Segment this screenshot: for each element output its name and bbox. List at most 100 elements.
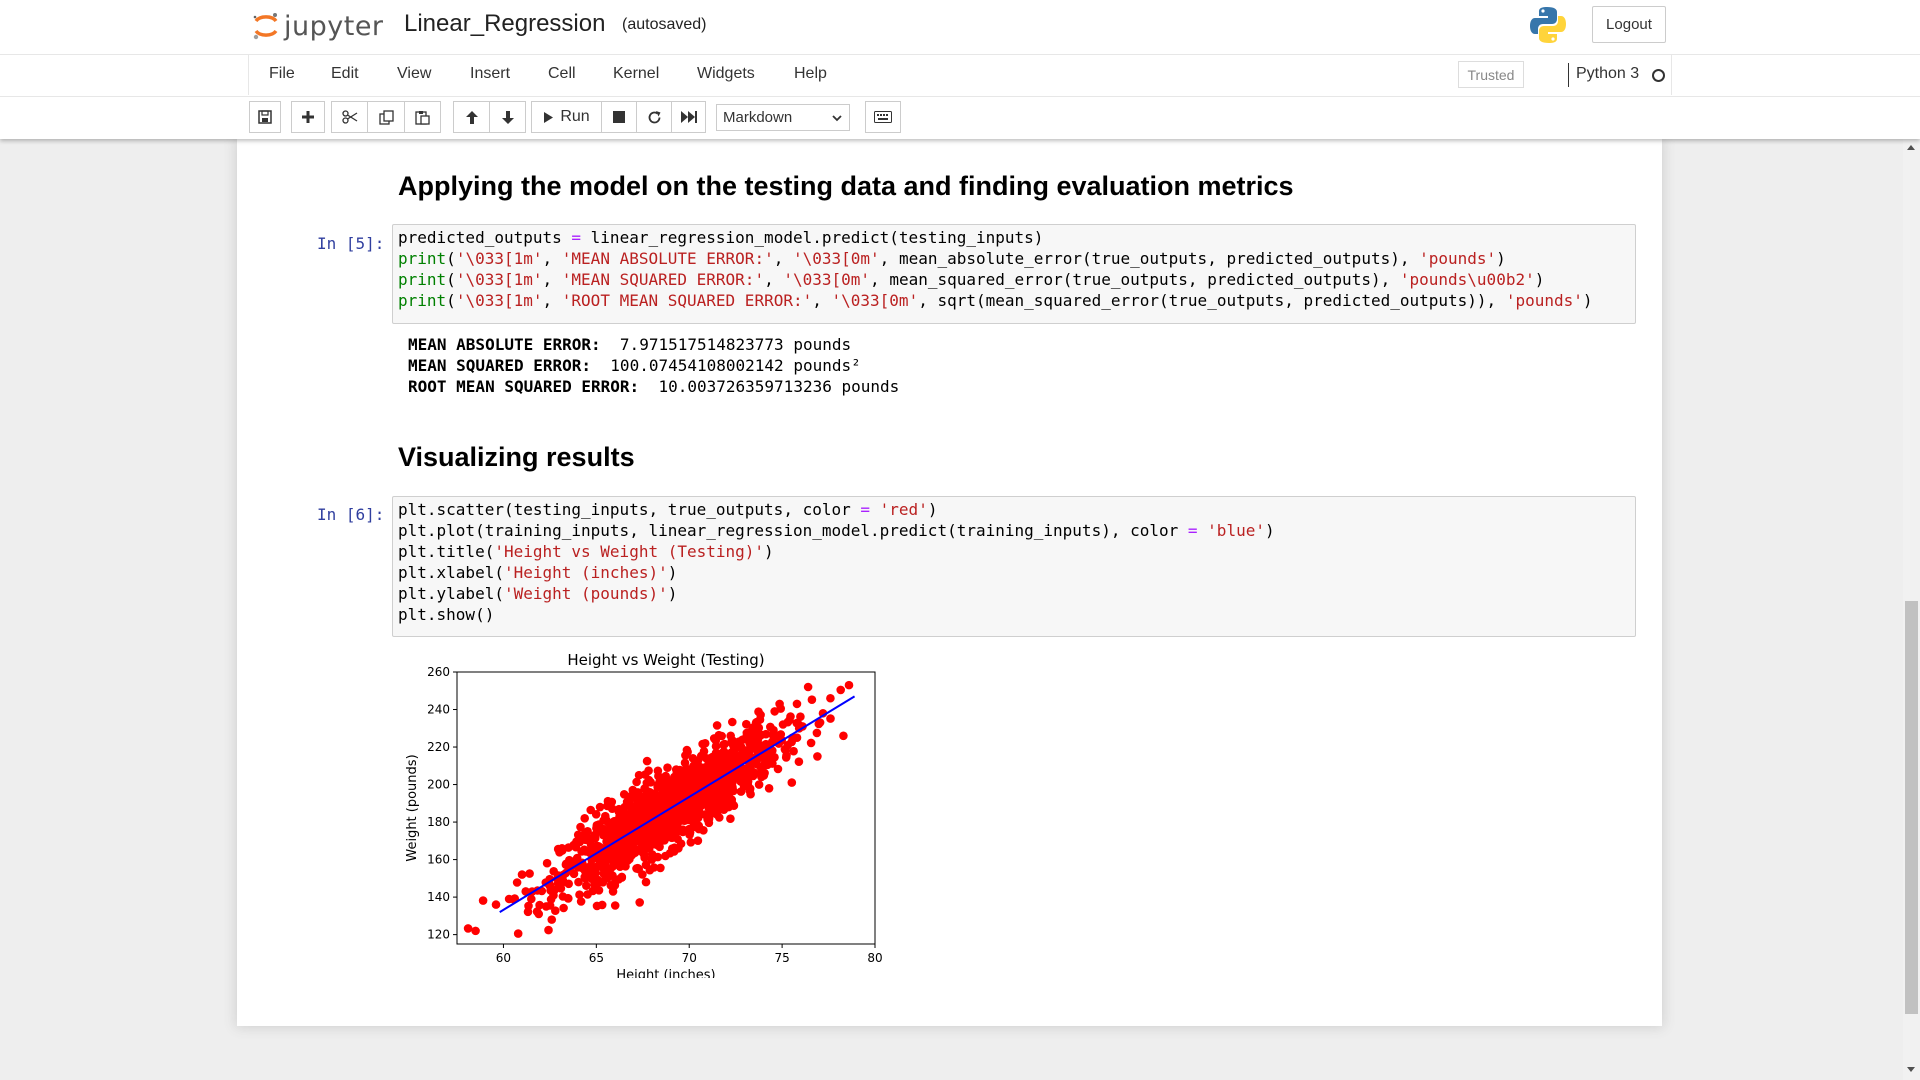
restart-run-all-button[interactable] (671, 101, 706, 133)
code-line-2: plt.plot(training_inputs, linear_regress… (398, 521, 1275, 540)
cell-6-prompt: In [6]: (317, 505, 385, 524)
scatter-point (642, 756, 652, 766)
scrollbar-thumb[interactable] (1905, 601, 1918, 1014)
code-line-1: plt.scatter(testing_inputs, true_outputs… (398, 500, 938, 519)
scatter-point (663, 763, 672, 772)
scatter-point (521, 887, 531, 896)
code-cell-6-input[interactable]: plt.scatter(testing_inputs, true_outputs… (392, 496, 1636, 637)
paste-button[interactable] (404, 101, 441, 133)
scatter-point (535, 900, 544, 910)
scatter-point (844, 680, 854, 690)
markdown-heading-visualizing[interactable]: Visualizing results (398, 442, 635, 472)
notebook-scroll-area[interactable]: Applying the model on the testing data a… (0, 139, 1903, 1080)
menu-view[interactable]: View (397, 65, 432, 82)
y-tick-label: 180 (427, 815, 450, 829)
scatter-point (569, 869, 579, 879)
scatter-point (714, 780, 724, 789)
scatter-point (583, 890, 592, 899)
scatter-point (694, 824, 704, 834)
menu-kernel[interactable]: Kernel (613, 65, 660, 82)
scatter-point (642, 804, 651, 813)
scatter-point (623, 801, 633, 810)
scatter-point (513, 929, 523, 938)
markdown-heading-metrics[interactable]: Applying the model on the testing data a… (398, 171, 1294, 201)
code-line-6: plt.show() (398, 605, 495, 624)
mae-value: 7.971517514823773 pounds (619, 335, 852, 354)
fast-forward-icon (680, 111, 697, 123)
header: jupyter Linear_Regression (autosaved) Lo… (0, 0, 1920, 139)
scatter-point (534, 909, 544, 919)
scatter-point (642, 827, 651, 836)
scatter-point (634, 837, 643, 846)
scatter-point (671, 765, 681, 774)
scatter-point (670, 772, 679, 782)
arrow-down-icon (501, 110, 514, 124)
menu-insert[interactable]: Insert (470, 65, 511, 82)
cell-type-select[interactable]: Markdown (716, 104, 850, 131)
kernel-divider (1568, 63, 1569, 87)
scatter-point (640, 853, 649, 863)
menu-file[interactable]: File (269, 65, 295, 82)
menu-help[interactable]: Help (794, 65, 827, 82)
notebook-name[interactable]: Linear_Regression (404, 10, 606, 37)
scatter-point (662, 787, 672, 797)
scatter-point (701, 766, 710, 776)
scatter-point (785, 715, 794, 725)
scatter-point (806, 738, 816, 748)
scatter-point (635, 797, 645, 807)
kernel-name[interactable]: Python 3 (1576, 65, 1640, 82)
scatter-point (712, 721, 722, 730)
code-cell-5-input[interactable]: predicted_outputs = linear_regression_mo… (392, 224, 1636, 324)
scatter-point (727, 736, 737, 745)
scatter-point (630, 848, 640, 857)
scatter-point (586, 805, 595, 815)
copy-button[interactable] (367, 101, 405, 133)
scatter-point (619, 790, 629, 799)
scatter-point (559, 903, 568, 913)
x-tick-label: 75 (774, 951, 789, 965)
scatter-point (726, 814, 735, 823)
move-down-button[interactable] (489, 101, 526, 133)
menu-widgets[interactable]: Widgets (697, 65, 755, 82)
y-tick-label: 200 (427, 778, 450, 792)
run-button[interactable]: Run (531, 101, 602, 133)
scatter-point (670, 843, 679, 852)
cut-button[interactable] (331, 101, 368, 133)
scatter-point (584, 866, 594, 876)
scatter-point (746, 765, 755, 774)
scatter-point (709, 787, 718, 797)
trusted-badge[interactable]: Trusted (1458, 61, 1524, 88)
menu-cell[interactable]: Cell (548, 65, 576, 82)
add-cell-button[interactable] (291, 101, 325, 133)
scatter-point (773, 764, 783, 774)
jupyter-logo[interactable]: jupyter (252, 6, 384, 46)
scatter-point (614, 806, 623, 816)
rmse-value: 10.003726359713236 pounds (658, 377, 900, 396)
y-tick-label: 240 (427, 703, 450, 717)
scatter-point (632, 864, 641, 873)
scatter-point (729, 749, 739, 759)
interrupt-button[interactable] (601, 101, 637, 133)
save-button[interactable] (249, 101, 281, 133)
scatter-point (686, 838, 696, 847)
y-tick-label: 220 (427, 740, 450, 754)
scatter-point (542, 858, 552, 868)
scatter-point (580, 814, 589, 823)
scatter-point (617, 872, 627, 882)
logout-button[interactable]: Logout (1592, 6, 1666, 43)
restart-button[interactable] (636, 101, 672, 133)
x-tick-label: 80 (867, 951, 882, 965)
x-tick-label: 70 (682, 951, 697, 965)
scatter-point (517, 870, 527, 879)
vertical-scrollbar[interactable] (1903, 139, 1920, 1080)
scroll-up-icon[interactable] (1907, 145, 1915, 150)
move-up-button[interactable] (453, 101, 490, 133)
scroll-down-icon[interactable] (1907, 1067, 1915, 1072)
command-palette-button[interactable] (865, 101, 901, 133)
menu-edit[interactable]: Edit (331, 65, 359, 82)
scatter-point (739, 781, 749, 791)
scatter-point (610, 901, 620, 910)
scatter-point (672, 789, 681, 799)
scatter-point (724, 802, 733, 812)
scatter-point (807, 695, 817, 704)
